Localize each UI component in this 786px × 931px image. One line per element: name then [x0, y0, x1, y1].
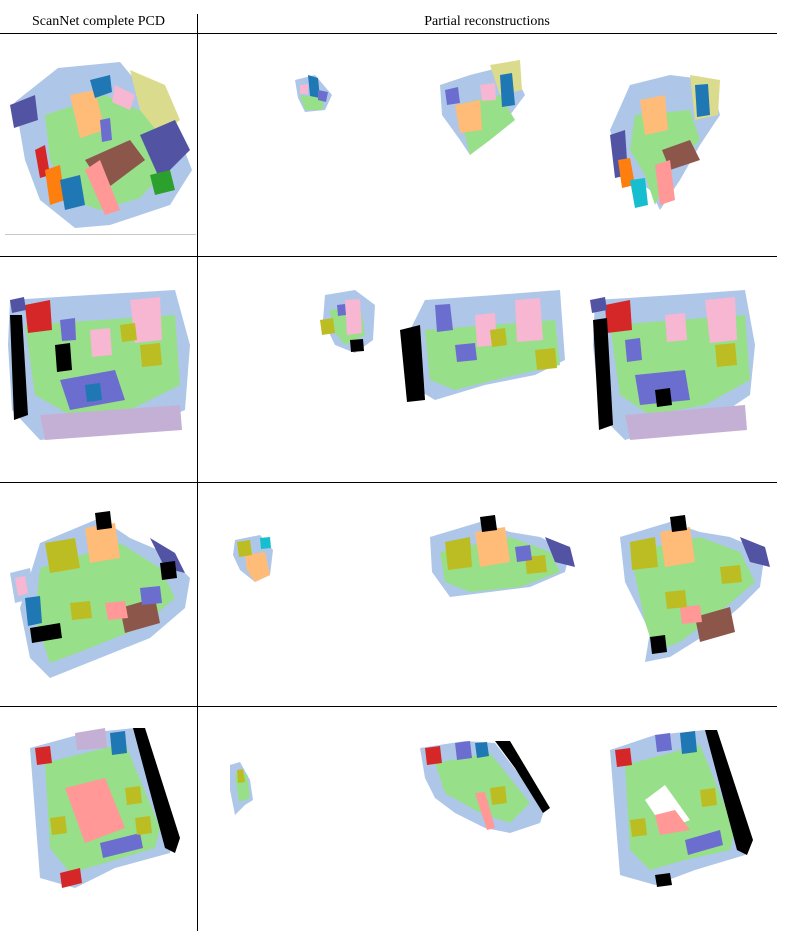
- row-divider-1: [0, 256, 777, 257]
- row4-complete-pcd-image: [30, 728, 180, 888]
- row1-complete-pcd-image: [10, 62, 192, 228]
- row2-complete-pcd-image: [8, 290, 190, 440]
- row3-partial-3-image: [620, 515, 770, 662]
- row1-partial-1-image: [295, 75, 332, 112]
- row3-partial-2-image: [430, 515, 575, 597]
- row2-partial-3-image: [590, 290, 755, 440]
- header-complete-pcd: ScanNet complete PCD: [32, 14, 165, 29]
- row-divider-2: [0, 482, 777, 483]
- row2-partial-2-image: [400, 290, 565, 402]
- header-rule: [0, 33, 777, 34]
- row4-partial-1-image: [230, 762, 253, 815]
- row4-partial-2-image: [420, 741, 550, 833]
- row1-partial-3-image: [610, 75, 720, 210]
- row-divider-3: [0, 706, 777, 707]
- row3-complete-pcd-image: [10, 511, 190, 678]
- row2-partial-1-image: [320, 290, 375, 353]
- row4-partial-3-image: [610, 730, 753, 887]
- column-divider: [197, 14, 198, 931]
- faint-line: [5, 234, 196, 235]
- header-partial-reconstructions: Partial reconstructions: [424, 14, 550, 29]
- row1-partial-2-image: [440, 60, 525, 155]
- row3-partial-1-image: [233, 535, 273, 582]
